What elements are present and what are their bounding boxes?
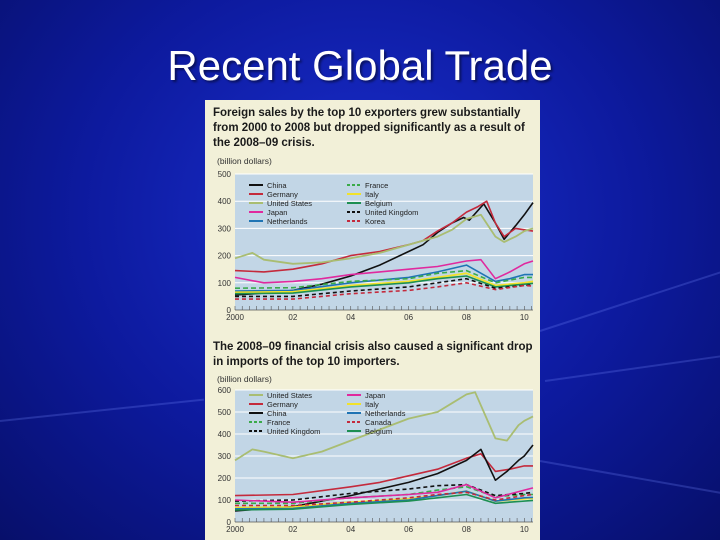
chart-1-series-line-korea xyxy=(235,282,534,300)
chart-1-series-line-france xyxy=(234,269,533,289)
chart-2-legend-label: China xyxy=(267,409,287,418)
chart-2-x-tick-label: 02 xyxy=(288,525,297,534)
chart-2-y-tick-label: 200 xyxy=(218,474,232,483)
chart-2-x-tick-label: 2000 xyxy=(226,525,244,534)
chart-1-series-line-belgium xyxy=(234,275,534,295)
chart-1-y-tick-label: 300 xyxy=(218,224,232,233)
chart-2-legend-label: Italy xyxy=(365,400,379,409)
importers-line-chart: 0 100 200 300 400 500 600 2000 02 04 06 08 10 United … xyxy=(218,386,534,534)
chart-2-legend-label: Canada xyxy=(365,418,392,427)
chart-1-series-line-germany xyxy=(234,200,534,273)
chart-1-x-tick-label: 2000 xyxy=(226,313,244,322)
chart-2-series-line-japan xyxy=(234,483,534,503)
chart-1-x-tick-label: 02 xyxy=(288,313,297,322)
chart-2-series-line-china xyxy=(234,444,534,512)
chart-2-x-tick-label: 04 xyxy=(346,525,355,534)
chart-1-legend-label: Germany xyxy=(267,190,298,199)
chart-2-series-line-france xyxy=(235,486,533,505)
chart-1-y-tick-label: 100 xyxy=(218,279,232,288)
chart-2-series-line-united-kingdom xyxy=(234,483,534,502)
chart-2-legend-label: France xyxy=(267,418,290,427)
chart-1-y-tick-label: 500 xyxy=(218,170,232,179)
chart-1-legend-label: Japan xyxy=(267,208,287,217)
chart-2-legend-label: United Kingdom xyxy=(267,427,320,436)
chart-1-legend-label: Korea xyxy=(365,217,386,226)
chart-2-y-tick-label: 600 xyxy=(218,386,232,395)
chart-1-x-tick-label: 10 xyxy=(520,313,529,322)
chart-2-x-tick-label: 06 xyxy=(404,525,413,534)
chart-2-legend-label: Japan xyxy=(365,391,385,400)
background-streak xyxy=(539,460,720,495)
chart-2-series-line-netherlands xyxy=(234,490,534,510)
background-streak xyxy=(544,353,720,382)
chart-1-legend-label: Netherlands xyxy=(267,217,308,226)
chart-1-x-tick-label: 04 xyxy=(346,313,355,322)
chart-2-unit-label: (billion dollars) xyxy=(217,374,272,384)
chart-1-title: Foreign sales by the top 10 exporters gr… xyxy=(213,107,525,149)
chart-1-legend-label: United States xyxy=(267,199,312,208)
chart-1-y-tick-label: 200 xyxy=(218,252,232,261)
chart-2-legend-label: Netherlands xyxy=(365,409,406,418)
chart-1-legend-label: China xyxy=(267,181,287,190)
figure-panel: Foreign sales by the top 10 exporters gr… xyxy=(205,100,540,540)
chart-2-y-tick-label: 0 xyxy=(227,518,232,527)
background-streak xyxy=(539,268,720,332)
chart-2-y-tick-label: 100 xyxy=(218,496,232,505)
chart-2-legend-label: Germany xyxy=(267,400,298,409)
chart-2-legend-label: United States xyxy=(267,391,312,400)
slide-title: Recent Global Trade xyxy=(167,42,553,89)
chart-1-legend-label: United Kingdom xyxy=(365,208,418,217)
chart-2-y-tick-label: 300 xyxy=(218,452,232,461)
chart-2-title: The 2008–09 financial crisis also caused… xyxy=(213,341,533,368)
chart-1-unit-label: (billion dollars) xyxy=(217,156,272,166)
chart-1-legend-label: France xyxy=(365,181,388,190)
chart-1-y-tick-label: 0 xyxy=(227,306,232,315)
chart-2-y-tick-label: 500 xyxy=(218,408,232,417)
chart-2-series-line-belgium xyxy=(234,493,534,511)
chart-2-x-tick-label: 08 xyxy=(462,525,471,534)
chart-2-x-tick-label: 10 xyxy=(520,525,529,534)
chart-2-series-line-canada xyxy=(235,491,534,507)
chart-1-series-line-japan xyxy=(234,258,534,284)
chart-2-y-tick-label: 400 xyxy=(218,430,232,439)
chart-1-y-tick-label: 400 xyxy=(218,197,232,206)
chart-1-series-line-united-states xyxy=(234,213,534,265)
chart-2-series-line-germany xyxy=(234,453,533,497)
chart-2-series-line-united-states xyxy=(234,391,534,462)
chart-1-x-tick-label: 08 xyxy=(462,313,471,322)
chart-1-series-line-netherlands xyxy=(234,264,533,292)
chart-1-x-tick-label: 06 xyxy=(404,313,413,322)
chart-1-series-line-italy xyxy=(234,272,534,294)
chart-1-legend-label: Italy xyxy=(365,190,379,199)
chart-1-legend-label: Belgium xyxy=(365,199,392,208)
exporters-line-chart: 0 100 200 300 400 500 2000 02 04 06 08 10 ChinaGerma… xyxy=(218,170,534,322)
background-streak xyxy=(0,398,204,422)
chart-2-legend-label: Belgium xyxy=(365,427,392,436)
